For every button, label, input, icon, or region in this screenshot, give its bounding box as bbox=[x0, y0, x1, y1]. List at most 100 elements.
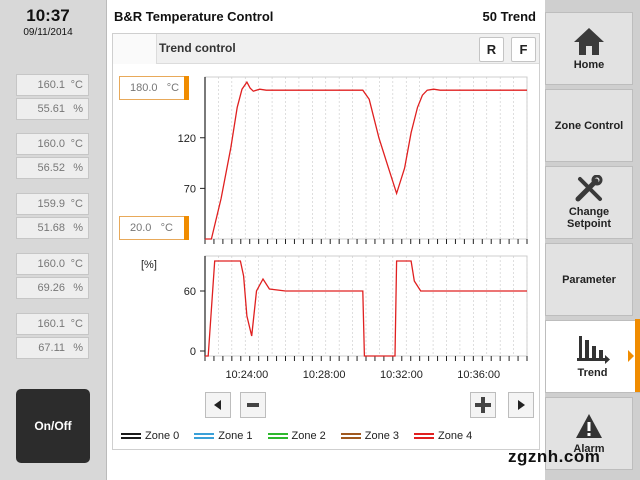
zone-0-values: 160.1 °C 55.61% bbox=[16, 74, 89, 122]
zone-output-unit: % bbox=[73, 222, 83, 234]
zone-temperature[interactable]: 160.1 °C bbox=[16, 313, 89, 335]
legend-label: Zone 1 bbox=[218, 430, 253, 442]
zone-output-unit: % bbox=[73, 282, 83, 294]
zoom-in-button[interactable] bbox=[470, 392, 496, 418]
zone-temp-unit: °C bbox=[70, 138, 83, 150]
zone-temp-value: 159.9 bbox=[37, 198, 65, 210]
x-tick-label: 10:36:00 bbox=[457, 369, 500, 381]
legend-label: Zone 0 bbox=[145, 430, 180, 442]
y-min-unit-label: °C bbox=[160, 222, 173, 234]
trend-chart: 120 70 60 0 [%] 10:24:00 10:28:00 10:32:00 10:36… bbox=[141, 76, 528, 381]
zone-output[interactable]: 55.61% bbox=[16, 98, 89, 120]
zone-temp-unit: °C bbox=[70, 258, 83, 270]
zone-temperature[interactable]: 160.0 °C bbox=[16, 253, 89, 275]
zone-output[interactable]: 67.11% bbox=[16, 337, 89, 359]
clock-date: 09/11/2014 bbox=[23, 27, 73, 38]
y-tick-label: 0 bbox=[190, 346, 196, 358]
watermark: zgznh.com bbox=[508, 447, 601, 466]
zone-status-panel: 10:37 09/11/2014 160.1 °C 55.61% 160.0 °C … bbox=[0, 0, 107, 480]
legend-item-zone-0: Zone 0 bbox=[121, 430, 179, 442]
legend-swatch bbox=[267, 433, 288, 439]
zone-temp-value: 160.0 bbox=[37, 258, 65, 270]
active-nav-arrow bbox=[628, 350, 634, 362]
legend-swatch bbox=[414, 433, 434, 439]
screen-id: 50 Trend bbox=[482, 9, 536, 24]
triangle-right-icon bbox=[518, 400, 525, 410]
legend-label: Zone 4 bbox=[438, 430, 473, 442]
scroll-left-button[interactable] bbox=[205, 392, 231, 418]
nav-home[interactable]: Home bbox=[545, 12, 633, 85]
nav-parameter[interactable]: Parameter bbox=[545, 243, 633, 316]
scroll-right-button[interactable] bbox=[508, 392, 534, 418]
y-tick-label: 70 bbox=[184, 183, 196, 195]
trend-title: Trend control bbox=[159, 41, 236, 55]
zone-output[interactable]: 69.26% bbox=[16, 277, 89, 299]
nav-change-setpoint[interactable]: Change Setpoint bbox=[545, 166, 633, 239]
legend-swatch bbox=[340, 433, 361, 439]
zone-temp-value: 160.1 bbox=[37, 318, 65, 330]
zone-1-values: 160.0 °C 56.52% bbox=[16, 133, 89, 181]
nav-zone-control[interactable]: Zone Control bbox=[545, 89, 633, 162]
zone-output-value: 51.68 bbox=[37, 222, 65, 234]
y-tick-label: 60 bbox=[184, 286, 196, 298]
nav-label: Parameter bbox=[562, 273, 616, 286]
y-max-input[interactable]: 180.0 °C bbox=[119, 76, 189, 100]
x-tick-label: 10:24:00 bbox=[225, 369, 268, 381]
x-tick-label: 10:28:00 bbox=[303, 369, 346, 381]
warning-icon bbox=[576, 414, 602, 438]
reset-button[interactable]: R bbox=[479, 37, 504, 62]
nav-alarm[interactable]: Alarm bbox=[545, 397, 633, 470]
home-icon bbox=[574, 28, 604, 55]
zone-output[interactable]: 56.52% bbox=[16, 157, 89, 179]
zone-temp-value: 160.1 bbox=[37, 79, 65, 91]
legend-label: Zone 3 bbox=[364, 430, 399, 442]
legend-label: Zone 2 bbox=[291, 430, 326, 442]
legend-item-zone-4: Zone 4 bbox=[414, 430, 472, 442]
legend: Zone 0 Zone 1 Zone 2 Zone 3 Zone 4 bbox=[121, 428, 533, 444]
y-axis-label: [%] bbox=[141, 259, 157, 271]
y-min-input[interactable]: 20.0 °C bbox=[119, 216, 189, 240]
active-nav-marker bbox=[635, 319, 640, 392]
nav-label: Change Setpoint bbox=[567, 206, 611, 230]
trend-chart-icon bbox=[576, 336, 610, 364]
minus-icon bbox=[247, 403, 259, 407]
zone-temp-unit: °C bbox=[70, 79, 83, 91]
zone-output-value: 56.52 bbox=[37, 162, 65, 174]
triangle-left-icon bbox=[214, 400, 221, 410]
main-navigation: Home Zone Control Change Setpoint Parame… bbox=[545, 0, 640, 480]
zone-temp-unit: °C bbox=[70, 198, 83, 210]
zone-temperature[interactable]: 160.1 °C bbox=[16, 74, 89, 96]
zone-output[interactable]: 51.68% bbox=[16, 217, 89, 239]
y-max-value: 180.0 bbox=[130, 82, 158, 94]
y-max-unit-label: °C bbox=[166, 82, 180, 94]
nav-label: Zone Control bbox=[554, 119, 624, 132]
legend-item-zone-3: Zone 3 bbox=[340, 430, 399, 442]
plus-icon bbox=[475, 397, 491, 413]
zone-output-value: 67.11 bbox=[38, 342, 65, 354]
trend-tab[interactable] bbox=[113, 34, 157, 64]
nav-label: Home bbox=[573, 59, 605, 71]
series-line-zone-4 bbox=[205, 80, 527, 240]
zone-temperature[interactable]: 159.9 °C bbox=[16, 193, 89, 215]
y-max-unit bbox=[158, 82, 167, 94]
nav-label: Trend bbox=[577, 367, 608, 379]
zone-output-value: 55.61 bbox=[37, 103, 65, 115]
nav-trend[interactable]: Trend bbox=[545, 320, 640, 393]
legend-swatch bbox=[194, 433, 215, 439]
freeze-button[interactable]: F bbox=[511, 37, 536, 62]
zoom-out-button[interactable] bbox=[240, 392, 266, 418]
x-tick-label: 10:32:00 bbox=[380, 369, 423, 381]
legend-item-zone-1: Zone 1 bbox=[194, 430, 253, 442]
wrench-screwdriver-icon bbox=[575, 175, 603, 202]
zone-4-values: 160.1 °C 67.11% bbox=[16, 313, 89, 361]
series-line-zone-4 bbox=[205, 260, 527, 357]
zone-3-values: 160.0 °C 69.26% bbox=[16, 253, 89, 301]
zone-temp-unit: °C bbox=[70, 318, 83, 330]
on-off-button[interactable]: On/Off bbox=[16, 389, 90, 463]
zone-temperature[interactable]: 160.0 °C bbox=[16, 133, 89, 155]
legend-swatch bbox=[121, 433, 141, 439]
trend-panel: Trend control R F 120 70 60 0 [%] 10:24:00 10:… bbox=[112, 33, 540, 450]
y-tick-label: 120 bbox=[178, 133, 196, 145]
zone-2-values: 159.9 °C 51.68% bbox=[16, 193, 89, 241]
y-min-spacer bbox=[151, 222, 160, 234]
